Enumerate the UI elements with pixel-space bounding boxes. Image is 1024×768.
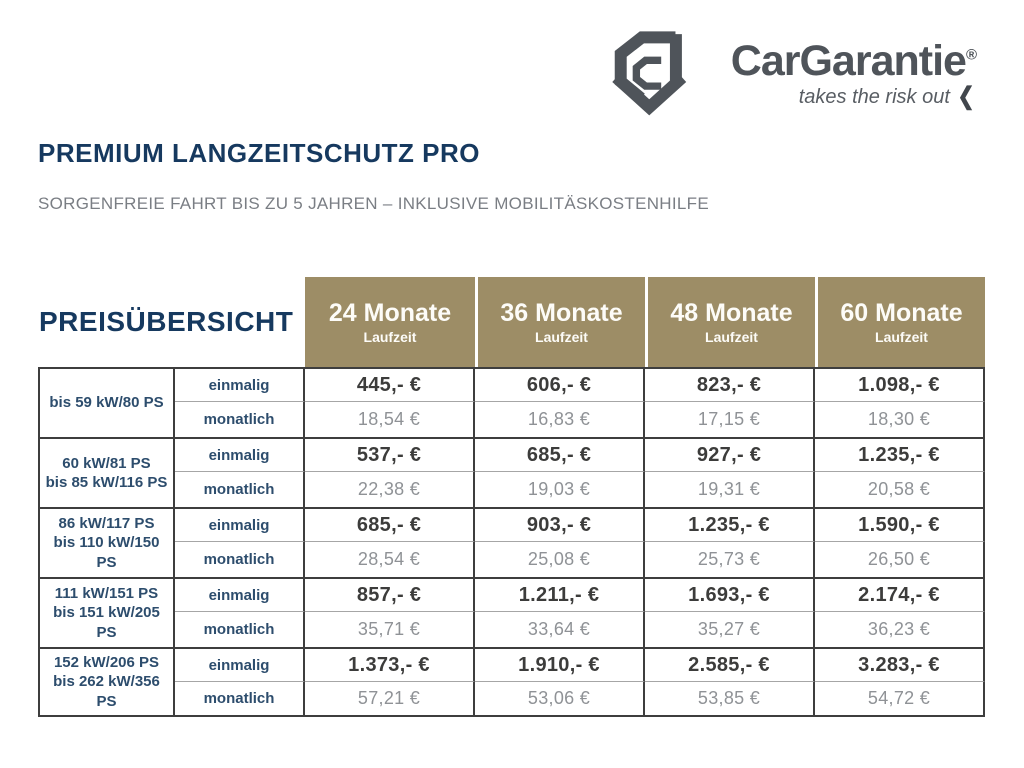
- brand-tagline: takes the risk out: [798, 85, 950, 108]
- price-once-cell: 1.235,- €: [815, 437, 985, 472]
- payment-type-monatlich-label: monatlich: [175, 542, 305, 577]
- price-monthly-cell: 17,15 €: [645, 402, 815, 437]
- table-row: monatlich 57,21 €53,06 €53,85 €54,72 €: [38, 682, 985, 717]
- payment-type-monatlich-label: monatlich: [175, 682, 305, 717]
- laufzeit-label: Laufzeit: [363, 329, 417, 346]
- price-monthly-cell: 35,27 €: [645, 612, 815, 647]
- brand-name: CarGarantie®: [730, 37, 977, 85]
- power-range-cell: 111 kW/151 PS bis 151 kW/205 PS: [38, 577, 175, 647]
- chevron-left-icon: ❮: [957, 83, 975, 110]
- price-once-cell: 537,- €: [305, 437, 475, 472]
- payment-type-einmalig-label: einmalig: [175, 647, 305, 682]
- price-once-cell: 606,- €: [475, 367, 645, 402]
- price-once-cell: 823,- €: [645, 367, 815, 402]
- power-range-cell: bis 59 kW/80 PS: [38, 367, 175, 437]
- power-range-cell: 60 kW/81 PS bis 85 kW/116 PS: [38, 437, 175, 507]
- price-once-cell: 857,- €: [305, 577, 475, 612]
- table-row: 152 kW/206 PS bis 262 kW/356 PS einmalig 1.…: [38, 647, 985, 717]
- price-monthly-cell: 19,03 €: [475, 472, 645, 507]
- table-caption-cell: PREISÜBERSICHT: [38, 277, 305, 367]
- payment-type-einmalig-label: einmalig: [175, 507, 305, 542]
- price-monthly-cell: 57,21 €: [305, 682, 475, 717]
- table-caption: PREISÜBERSICHT: [39, 306, 294, 337]
- price-once-cell: 1.693,- €: [645, 577, 815, 612]
- page-title: PREMIUM LANGZEITSCHUTZ PRO: [38, 138, 480, 168]
- price-monthly-cell: 26,50 €: [815, 542, 985, 577]
- cargarantie-hexagon-logo-icon: [606, 26, 698, 131]
- price-monthly-cell: 53,85 €: [645, 682, 815, 717]
- table-row: monatlich 28,54 €25,08 €25,73 €26,50 €: [38, 542, 985, 577]
- price-monthly-cell: 53,06 €: [475, 682, 645, 717]
- price-once-cell: 685,- €: [475, 437, 645, 472]
- month-column-header: 36 Monate Laufzeit: [475, 277, 645, 367]
- price-once-cell: 1.211,- €: [475, 577, 645, 612]
- table-header-row: PREISÜBERSICHT 24 Monate Laufzeit 36 Monat…: [38, 277, 985, 367]
- price-once-cell: 1.235,- €: [645, 507, 815, 542]
- table-row: 111 kW/151 PS bis 151 kW/205 PS einmalig 85…: [38, 577, 985, 647]
- power-range-cell: 152 kW/206 PS bis 262 kW/356 PS: [38, 647, 175, 717]
- payment-type-monatlich-label: monatlich: [175, 612, 305, 647]
- price-once-cell: 903,- €: [475, 507, 645, 542]
- price-monthly-cell: 18,30 €: [815, 402, 985, 437]
- price-monthly-cell: 19,31 €: [645, 472, 815, 507]
- price-once-cell: 685,- €: [305, 507, 475, 542]
- month-label: 36 Monate: [500, 298, 623, 327]
- power-range-cell: 86 kW/117 PS bis 110 kW/150 PS: [38, 507, 175, 577]
- price-monthly-cell: 35,71 €: [305, 612, 475, 647]
- month-label: 48 Monate: [670, 298, 793, 327]
- month-label: 24 Monate: [328, 298, 452, 327]
- table-row: monatlich 18,54 €16,83 €17,15 €18,30 €: [38, 402, 985, 437]
- price-monthly-cell: 28,54 €: [305, 542, 475, 577]
- payment-type-einmalig-label: einmalig: [175, 437, 305, 472]
- price-monthly-cell: 54,72 €: [815, 682, 985, 717]
- registered-trademark-symbol: ®: [965, 46, 977, 64]
- price-once-cell: 445,- €: [305, 367, 475, 402]
- laufzeit-label: Laufzeit: [705, 329, 758, 346]
- price-once-cell: 1.098,- €: [815, 367, 985, 402]
- price-overview-table: PREISÜBERSICHT 24 Monate Laufzeit 36 Monat…: [38, 277, 985, 717]
- payment-type-monatlich-label: monatlich: [175, 402, 305, 437]
- price-once-cell: 1.373,- €: [305, 647, 475, 682]
- month-label: 60 Monate: [840, 298, 963, 327]
- price-monthly-cell: 16,83 €: [475, 402, 645, 437]
- price-once-cell: 3.283,- €: [815, 647, 985, 682]
- page-subtitle: SORGENFREIE FAHRT BIS ZU 5 JAHREN – INKL…: [38, 194, 709, 213]
- table-row: 60 kW/81 PS bis 85 kW/116 PS einmalig 537,-…: [38, 437, 985, 507]
- price-monthly-cell: 25,08 €: [475, 542, 645, 577]
- table-row: monatlich 35,71 €33,64 €35,27 €36,23 €: [38, 612, 985, 647]
- price-monthly-cell: 33,64 €: [475, 612, 645, 647]
- month-column-header: 60 Monate Laufzeit: [815, 277, 985, 367]
- price-once-cell: 2.174,- €: [815, 577, 985, 612]
- price-table-body: bis 59 kW/80 PS einmalig 445,- €606,- €823…: [38, 367, 985, 717]
- price-monthly-cell: 20,58 €: [815, 472, 985, 507]
- payment-type-einmalig-label: einmalig: [175, 577, 305, 612]
- table-row: bis 59 kW/80 PS einmalig 445,- €606,- €823…: [38, 367, 985, 437]
- brand-header: CarGarantie® takes the risk out ❮: [606, 26, 977, 131]
- price-once-cell: 1.590,- €: [815, 507, 985, 542]
- laufzeit-label: Laufzeit: [535, 329, 588, 346]
- price-once-cell: 1.910,- €: [475, 647, 645, 682]
- payment-type-monatlich-label: monatlich: [175, 472, 305, 507]
- price-once-cell: 2.585,- €: [645, 647, 815, 682]
- month-column-header: 48 Monate Laufzeit: [645, 277, 815, 367]
- price-monthly-cell: 36,23 €: [815, 612, 985, 647]
- price-once-cell: 927,- €: [645, 437, 815, 472]
- table-row: 86 kW/117 PS bis 110 kW/150 PS einmalig 685…: [38, 507, 985, 577]
- payment-type-einmalig-label: einmalig: [175, 367, 305, 402]
- price-monthly-cell: 22,38 €: [305, 472, 475, 507]
- laufzeit-label: Laufzeit: [875, 329, 928, 346]
- price-monthly-cell: 18,54 €: [305, 402, 475, 437]
- price-monthly-cell: 25,73 €: [645, 542, 815, 577]
- month-column-header: 24 Monate Laufzeit: [305, 277, 475, 367]
- table-row: monatlich 22,38 €19,03 €19,31 €20,58 €: [38, 472, 985, 507]
